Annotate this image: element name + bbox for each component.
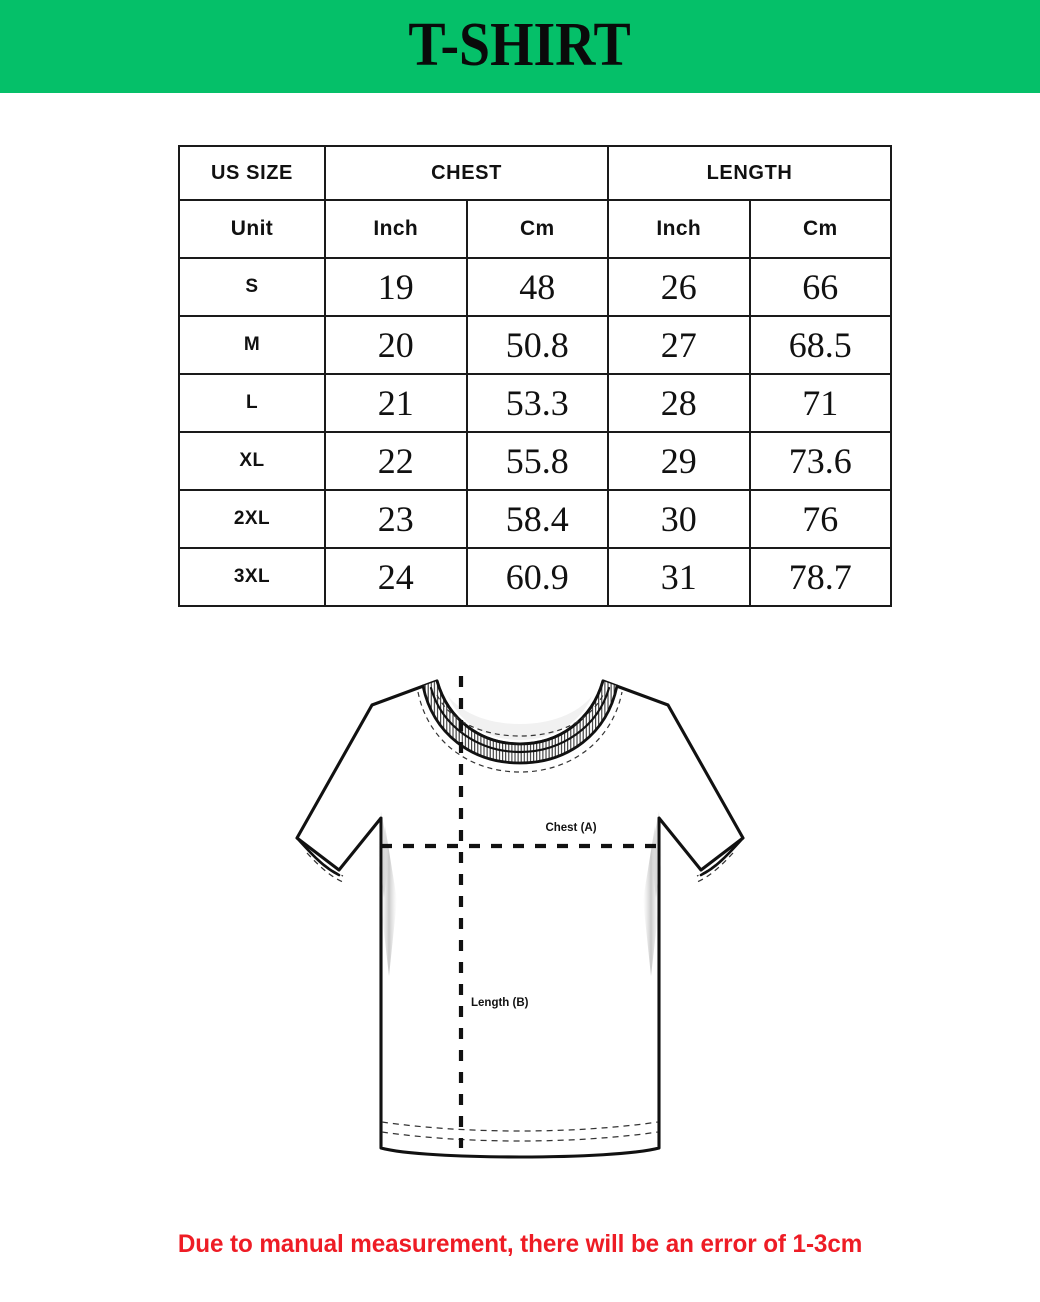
cell-length-inch: 26 bbox=[607, 257, 751, 317]
cell-chest-cm: 58.4 bbox=[465, 489, 610, 549]
table-row: S 19 48 26 66 bbox=[178, 257, 893, 317]
cell-length-inch: 31 bbox=[607, 547, 751, 607]
measurement-disclaimer: Due to manual measurement, there will be… bbox=[177, 1230, 863, 1258]
cell-length-cm: 68.5 bbox=[748, 315, 893, 375]
cell-chest-cm: 55.8 bbox=[465, 431, 610, 491]
header-chest-cm: Cm bbox=[465, 199, 610, 259]
cell-length-cm: 73.6 bbox=[748, 431, 893, 491]
cell-chest-cm: 48 bbox=[465, 257, 610, 317]
cell-length-inch: 27 bbox=[607, 315, 751, 375]
tshirt-diagram: Chest (A) Length (B) bbox=[285, 648, 755, 1193]
table-row: XL 22 55.8 29 73.6 bbox=[178, 431, 893, 491]
header-length-inch: Inch bbox=[607, 199, 751, 259]
cell-chest-inch: 23 bbox=[324, 489, 468, 549]
cell-chest-inch: 19 bbox=[324, 257, 468, 317]
page-title: T-SHIRT bbox=[408, 10, 632, 79]
cell-chest-cm: 60.9 bbox=[465, 547, 610, 607]
cell-length-cm: 76 bbox=[748, 489, 893, 549]
cell-length-inch: 30 bbox=[607, 489, 751, 549]
table-row: 3XL 24 60.9 31 78.7 bbox=[178, 547, 893, 607]
cell-length-cm: 66 bbox=[748, 257, 893, 317]
header-length: LENGTH bbox=[607, 145, 893, 201]
size-chart-table-container: US SIZE CHEST LENGTH Unit Inch Cm Inch C… bbox=[178, 145, 893, 607]
cell-length-cm: 71 bbox=[748, 373, 893, 433]
cell-length-cm: 78.7 bbox=[748, 547, 893, 607]
cell-size: 3XL bbox=[178, 547, 326, 607]
table-group-header-row: US SIZE CHEST LENGTH bbox=[178, 145, 893, 201]
table-unit-header-row: Unit Inch Cm Inch Cm bbox=[178, 199, 893, 259]
cell-chest-cm: 50.8 bbox=[465, 315, 610, 375]
length-label-text: Length (B) bbox=[471, 997, 529, 1009]
table-row: L 21 53.3 28 71 bbox=[178, 373, 893, 433]
cell-size: 2XL bbox=[178, 489, 326, 549]
header-chest-inch: Inch bbox=[324, 199, 468, 259]
table-row: 2XL 23 58.4 30 76 bbox=[178, 489, 893, 549]
chest-measure-label: Chest (A) bbox=[545, 822, 596, 834]
chest-label-text: Chest (A) bbox=[545, 822, 596, 834]
cell-length-inch: 28 bbox=[607, 373, 751, 433]
measurement-lines bbox=[381, 676, 659, 1148]
cell-chest-inch: 20 bbox=[324, 315, 468, 375]
cell-chest-inch: 24 bbox=[324, 547, 468, 607]
length-measure-label: Length (B) bbox=[471, 997, 529, 1009]
sleeve-hem-edge bbox=[295, 836, 745, 877]
cell-size: XL bbox=[178, 431, 326, 491]
cell-size: L bbox=[178, 373, 326, 433]
header-banner: T-SHIRT bbox=[0, 0, 1040, 93]
header-us-size: US SIZE bbox=[178, 145, 326, 201]
cell-length-inch: 29 bbox=[607, 431, 751, 491]
cell-size: S bbox=[178, 257, 326, 317]
table-row: M 20 50.8 27 68.5 bbox=[178, 315, 893, 375]
size-chart-table: US SIZE CHEST LENGTH Unit Inch Cm Inch C… bbox=[178, 145, 893, 607]
armhole-seams bbox=[379, 816, 661, 1150]
header-length-cm: Cm bbox=[748, 199, 893, 259]
cell-chest-cm: 53.3 bbox=[465, 373, 610, 433]
bottom-hem-stitching bbox=[381, 1121, 659, 1142]
header-chest: CHEST bbox=[323, 145, 610, 201]
cell-chest-inch: 22 bbox=[324, 431, 468, 491]
cell-chest-inch: 21 bbox=[324, 373, 468, 433]
cell-size: M bbox=[178, 315, 326, 375]
header-unit: Unit bbox=[178, 199, 326, 259]
